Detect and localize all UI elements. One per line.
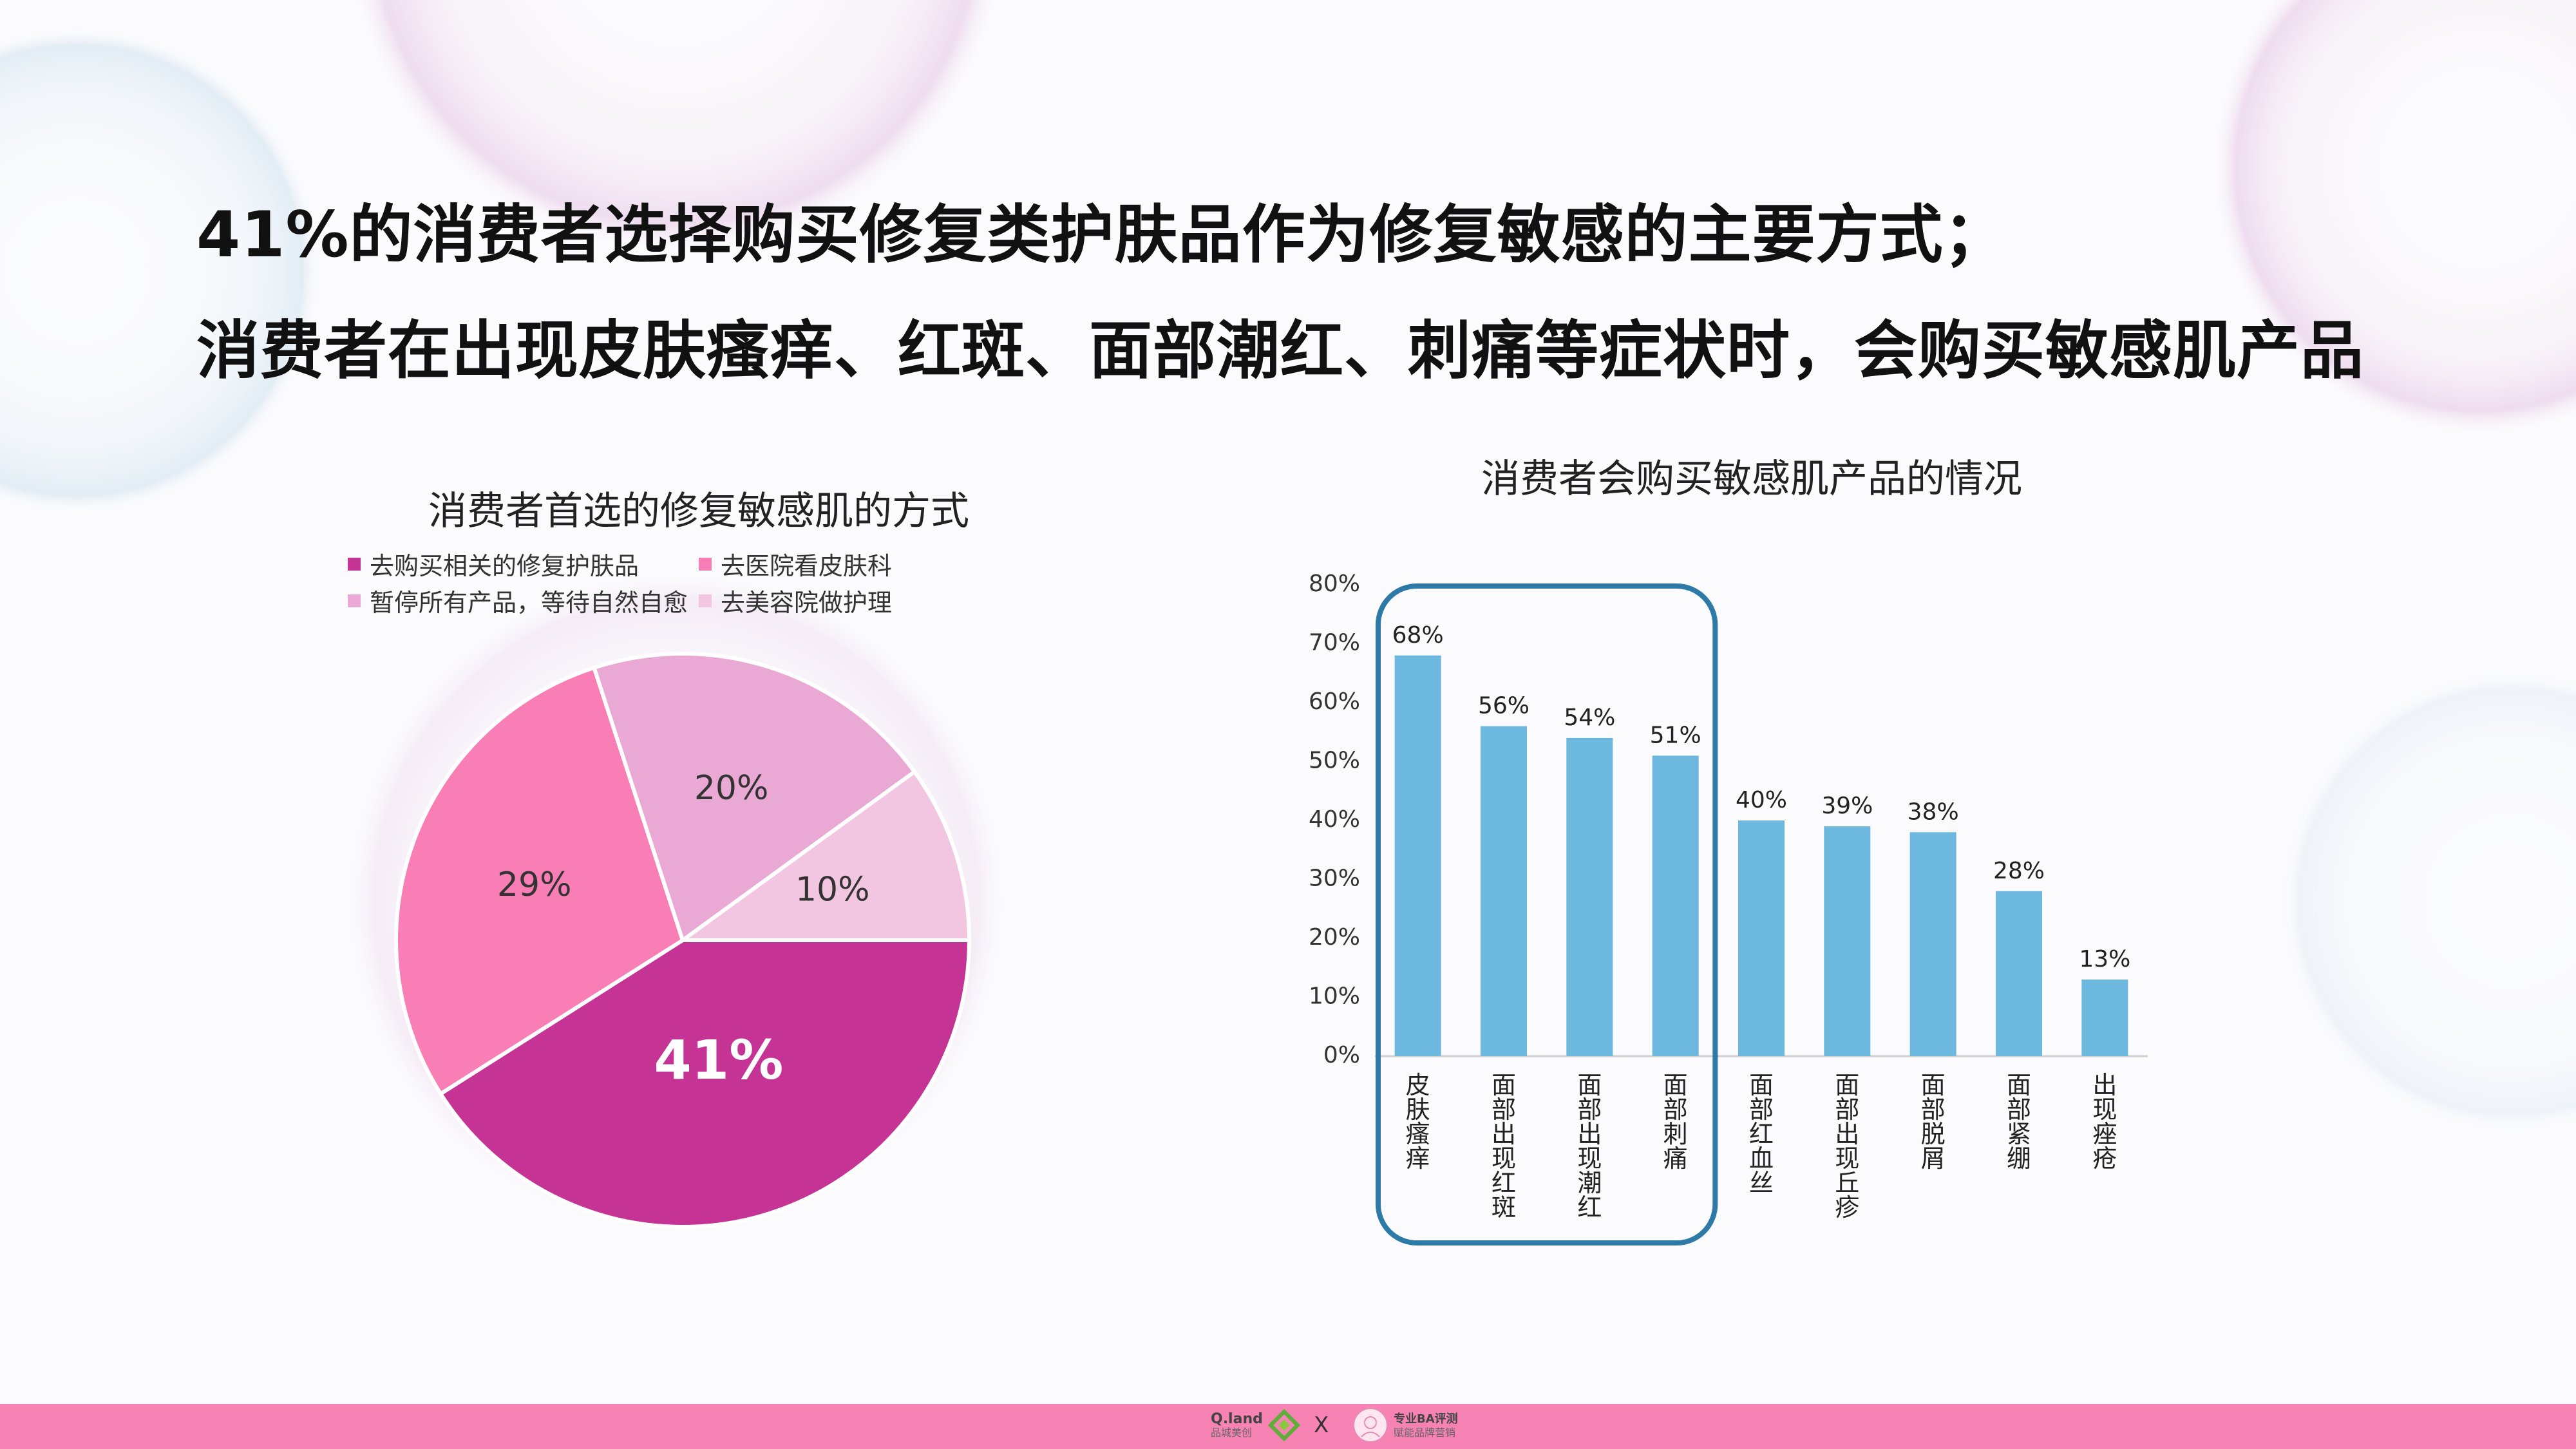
- x-category-label: 面部紧绷: [2007, 1071, 2031, 1173]
- x-category-label: 面部红血丝: [1749, 1071, 1774, 1197]
- legend-label: 去医院看皮肤科: [721, 552, 893, 580]
- legend-swatch: [699, 594, 712, 607]
- brand-logo-left-name: Q.land: [1211, 1411, 1263, 1427]
- brand-logo-right-name: 专业BA评测: [1394, 1412, 1458, 1426]
- legend-swatch: [348, 594, 361, 607]
- brand-logo-right-sub: 赋能品牌营销: [1394, 1426, 1456, 1439]
- pie-slice-label: 29%: [497, 866, 572, 904]
- bar: [1738, 820, 1785, 1056]
- bar: [1996, 891, 2042, 1056]
- bar-data-label: 51%: [1650, 722, 1701, 748]
- bar: [1824, 826, 1871, 1056]
- brand-logo-right: 专业BA评测 赋能品牌营销: [1352, 1405, 1458, 1445]
- legend-label: 去美容院做护理: [721, 589, 893, 617]
- x-category-label: 面部出现红斑: [1492, 1071, 1516, 1222]
- headline-line-1: 41%的消费者选择购买修复类护肤品作为修复敏感的主要方式；: [196, 198, 2007, 272]
- y-tick-label: 50%: [1309, 748, 1360, 774]
- x-category-label: 皮肤瘙痒: [1406, 1071, 1430, 1173]
- pie-slice: [676, 769, 972, 942]
- pie-chart: 41% 29% 20% 10%: [394, 652, 972, 1229]
- legend-item: 去美容院做护理: [699, 583, 892, 618]
- face-logo-icon: [1353, 1408, 1388, 1443]
- legend-swatch: [348, 557, 361, 571]
- y-tick-label: 10%: [1309, 983, 1360, 1010]
- legend-item: 暂停所有产品，等待自然自愈: [348, 583, 688, 618]
- x-category-label: 面部出现丘疹: [1835, 1071, 1859, 1222]
- highlight-box: [1376, 583, 1718, 1245]
- brand-logo-left-sub: 品城美创: [1211, 1426, 1253, 1439]
- headline-line-2: 消费者在出现皮肤瘙痒、红斑、面部潮红、刺痛等症状时，会购买敏感肌产品: [196, 314, 2365, 388]
- bar-data-label: 13%: [2079, 946, 2130, 972]
- logo-separator: X: [1314, 1412, 1329, 1438]
- legend-item: 去医院看皮肤科: [699, 546, 892, 582]
- y-tick-label: 80%: [1309, 571, 1360, 597]
- bar: [1652, 755, 1699, 1056]
- legend-label: 暂停所有产品，等待自然自愈: [370, 589, 688, 617]
- legend-swatch: [699, 557, 712, 571]
- y-tick-label: 20%: [1309, 924, 1360, 951]
- y-tick-label: 40%: [1309, 806, 1360, 833]
- pie-slice: [591, 652, 918, 943]
- y-tick-label: 0%: [1323, 1042, 1360, 1068]
- bar-data-label: 40%: [1736, 787, 1787, 813]
- bar-chart: 0% 10% 20% 30% 40% 50% 60% 70% 80% 68% 皮肤瘙痒 56% 面部出现…: [1309, 571, 2148, 1245]
- pie-slice-label: 41%: [654, 1028, 783, 1092]
- bar-chart-title: 消费者会购买敏感肌产品的情况: [1481, 457, 2022, 502]
- x-category-label: 面部脱屑: [1921, 1071, 1946, 1173]
- bar-data-label: 38%: [1908, 799, 1959, 825]
- pie-chart-title: 消费者首选的修复敏感肌的方式: [428, 489, 969, 534]
- pie-slice-label: 10%: [795, 870, 870, 909]
- pie-slice-label: 20%: [694, 769, 769, 808]
- bar-data-label: 56%: [1478, 693, 1530, 719]
- brand-logo-left: Q.land 品城美创: [1211, 1405, 1300, 1445]
- x-category-label: 面部出现潮红: [1577, 1071, 1602, 1222]
- diamond-logo-icon: [1267, 1409, 1300, 1441]
- bar: [1909, 832, 1956, 1056]
- legend-item: 去购买相关的修复护肤品: [348, 546, 639, 582]
- bar-data-label: 68%: [1392, 622, 1444, 649]
- bar-data-label: 28%: [1993, 858, 2045, 884]
- y-tick-label: 30%: [1309, 866, 1360, 892]
- y-tick-label: 60%: [1309, 688, 1360, 715]
- bar: [2081, 980, 2128, 1056]
- bar: [1566, 737, 1613, 1056]
- legend-label: 去购买相关的修复护肤品: [370, 552, 639, 580]
- bar-data-label: 39%: [1821, 793, 1873, 819]
- bar-data-label: 54%: [1564, 705, 1615, 731]
- pie-slice: [394, 665, 685, 1097]
- x-category-label: 出现痤疮: [2092, 1071, 2117, 1173]
- bar: [1481, 726, 1527, 1056]
- bar: [1394, 655, 1441, 1056]
- y-tick-label: 70%: [1309, 630, 1360, 656]
- x-category-label: 面部刺痛: [1663, 1071, 1688, 1173]
